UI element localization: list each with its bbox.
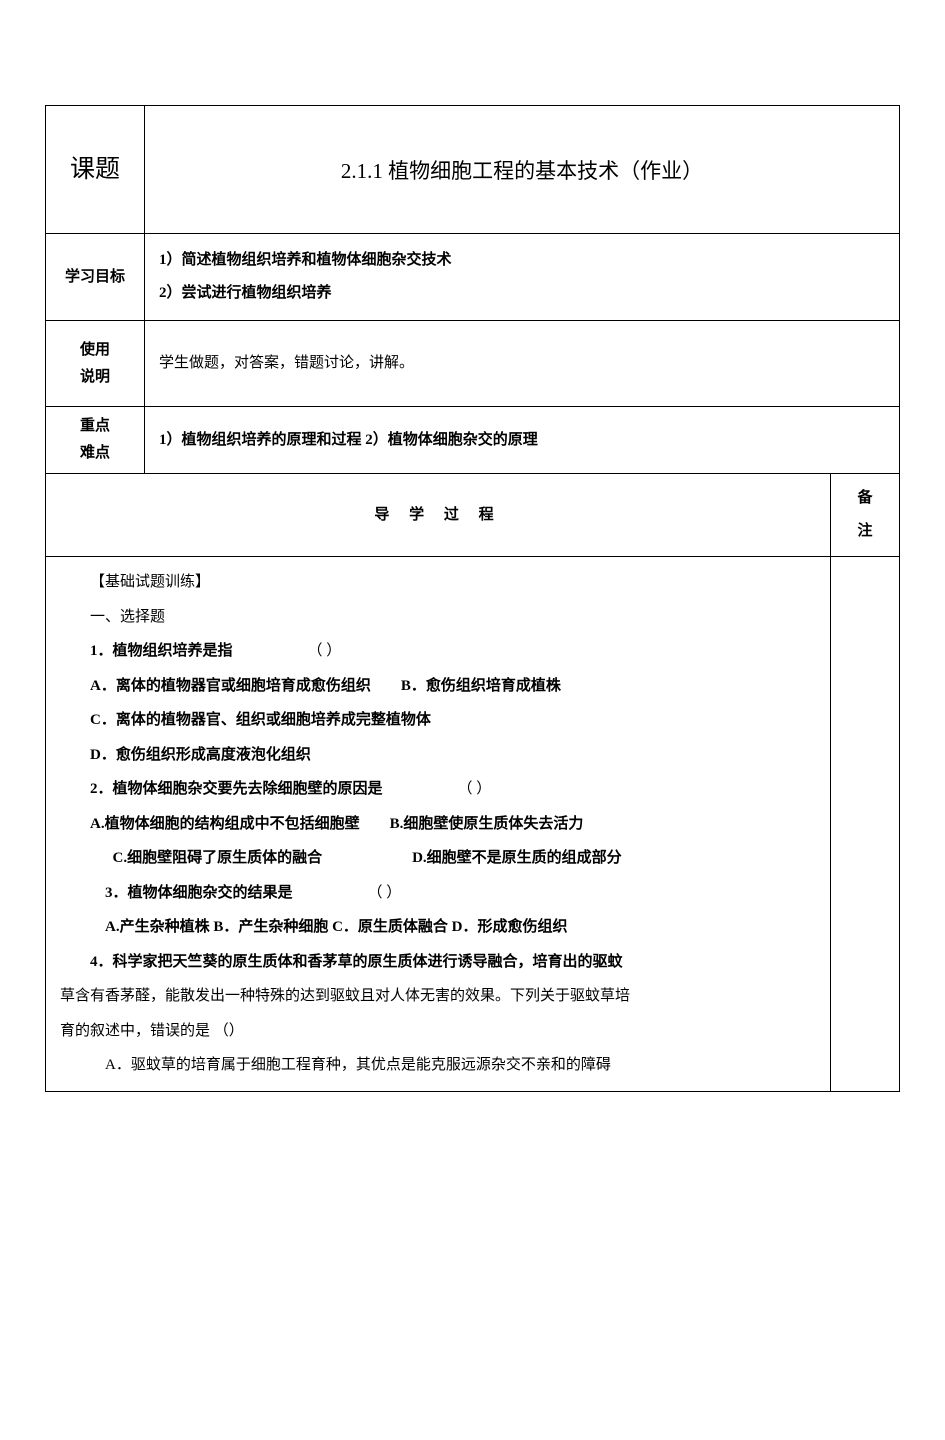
q4-line-1: 4．科学家把天竺葵的原生质体和香茅草的原生质体进行诱导融合，培育出的驱蚊 [90,954,623,970]
q1-stem: 1．植物组织培养是指（ ） [60,634,816,669]
body-cell: 【基础试题训练】 一、选择题 1．植物组织培养是指（ ） A．离体的植物器官或细… [46,557,831,1092]
usage-label-2: 说明 [50,364,140,391]
usage-cell: 学生做题，对答案，错题讨论，讲解。 [145,321,900,407]
objective-label-cell: 学习目标 [46,234,145,321]
remark-body-cell [831,557,900,1092]
q4-line-2: 草含有香茅醛，能散发出一种特殊的达到驱蚊且对人体无害的效果。下列关于驱蚊草培 [60,988,630,1004]
section-header: 【基础试题训练】 [60,565,816,600]
q4-line-3: 育的叙述中，错误的是 （） [60,1023,244,1039]
remark-header-cell: 备 注 [831,474,900,557]
objective-label: 学习目标 [65,269,125,285]
process-header-cell: 导 学 过 程 [46,474,831,557]
q1-opt-ab: A．离体的植物器官或细胞培育成愈伤组织B．愈伤组织培育成植株 [60,669,816,704]
usage-label-1: 使用 [50,337,140,364]
emphasis-label-2: 难点 [50,440,140,467]
q2-opt-ab: A.植物体细胞的结构组成中不包括细胞壁B.细胞壁使原生质体失去活力 [60,807,816,842]
document-table: 课题 2.1.1 植物细胞工程的基本技术（作业） 学习目标 1）简述植物组织培养… [45,105,900,1092]
remark-label-1: 备 [835,482,895,515]
emphasis-label-1: 重点 [50,413,140,440]
objective-line-1: 1）简述植物组织培养和植物体细胞杂交技术 [159,252,452,268]
topic-label-cell: 课题 [46,106,145,234]
emphasis-cell: 1）植物组织培养的原理和过程 2）植物体细胞杂交的原理 [145,407,900,474]
topic-label: 课题 [70,156,120,183]
q4-opt-a: A．驱蚊草的培育属于细胞工程育种，其优点是能克服远源杂交不亲和的障碍 [105,1057,611,1073]
usage-text: 学生做题，对答案，错题讨论，讲解。 [159,355,414,371]
objective-cell: 1）简述植物组织培养和植物体细胞杂交技术 2）尝试进行植物组织培养 [145,234,900,321]
q2-opt-cd: C.细胞壁阻碍了原生质体的融合D.细胞壁不是原生质的组成部分 [60,841,816,876]
objective-line-2: 2）尝试进行植物组织培养 [159,285,332,301]
q3-stem: 3．植物体细胞杂交的结果是（ ） [60,876,816,911]
title-cell: 2.1.1 植物细胞工程的基本技术（作业） [145,106,900,234]
q3-opts: A.产生杂种植株 B．产生杂种细胞 C．原生质体融合 D．形成愈伤组织 [105,919,568,935]
q1-opt-c: C．离体的植物器官、组织或细胞培养成完整植物体 [90,712,431,728]
usage-label-cell: 使用 说明 [46,321,145,407]
q1-opt-d: D．愈伤组织形成高度液泡化组织 [90,747,311,763]
page-title: 2.1.1 植物细胞工程的基本技术（作业） [341,159,703,183]
part-1-label: 一、选择题 [60,600,816,635]
emphasis-label-cell: 重点 难点 [46,407,145,474]
q2-stem: 2．植物体细胞杂交要先去除细胞壁的原因是（ ） [60,772,816,807]
remark-label-2: 注 [835,515,895,548]
process-header: 导 学 过 程 [374,507,501,523]
emphasis-text: 1）植物组织培养的原理和过程 2）植物体细胞杂交的原理 [159,432,538,448]
